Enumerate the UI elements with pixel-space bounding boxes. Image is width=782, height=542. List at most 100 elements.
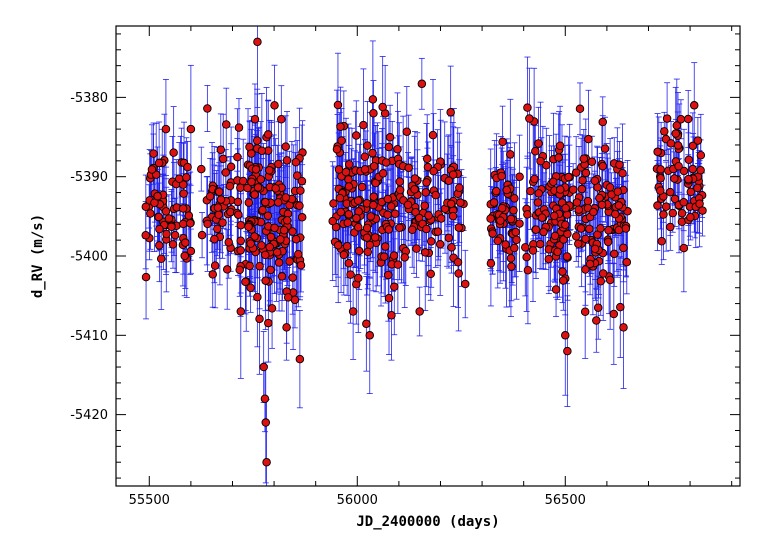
data-point bbox=[530, 174, 539, 184]
data-point bbox=[294, 249, 303, 259]
data-point bbox=[363, 141, 372, 150]
data-point bbox=[205, 192, 215, 201]
data-point bbox=[507, 262, 516, 271]
data-point bbox=[273, 198, 283, 207]
data-point bbox=[180, 251, 189, 261]
data-point bbox=[265, 242, 274, 252]
data-point bbox=[381, 242, 390, 251]
data-point bbox=[454, 269, 463, 278]
data-point bbox=[549, 177, 558, 187]
data-point bbox=[161, 207, 171, 216]
data-point bbox=[246, 283, 255, 293]
data-point bbox=[585, 259, 595, 269]
data-point bbox=[671, 129, 680, 138]
data-point bbox=[155, 224, 164, 234]
data-point bbox=[592, 316, 601, 325]
data-point bbox=[141, 272, 151, 282]
data-point bbox=[609, 309, 619, 319]
data-point bbox=[402, 127, 412, 136]
data-point bbox=[277, 115, 286, 124]
data-point bbox=[448, 211, 458, 221]
data-point bbox=[584, 134, 593, 144]
data-point bbox=[141, 230, 150, 240]
data-point bbox=[621, 224, 631, 233]
data-point bbox=[344, 182, 354, 191]
data-point bbox=[426, 237, 436, 246]
data-point bbox=[243, 183, 252, 193]
data-point bbox=[265, 166, 274, 175]
data-point bbox=[369, 161, 379, 171]
data-point bbox=[493, 236, 503, 246]
data-point bbox=[270, 223, 279, 233]
data-point bbox=[352, 131, 361, 140]
data-point bbox=[550, 231, 560, 241]
data-point bbox=[336, 122, 345, 131]
data-point bbox=[270, 101, 279, 110]
data-point bbox=[674, 162, 683, 171]
data-point bbox=[424, 211, 433, 220]
data-point bbox=[431, 190, 440, 200]
data-point bbox=[656, 165, 665, 174]
data-point bbox=[168, 240, 178, 249]
data-point bbox=[183, 162, 192, 172]
y-axis-label: d_RV (m/s) bbox=[30, 214, 46, 298]
data-point bbox=[387, 310, 396, 320]
data-point bbox=[329, 199, 338, 208]
data-point bbox=[244, 198, 254, 207]
data-point bbox=[164, 214, 174, 223]
data-point bbox=[389, 251, 399, 260]
data-point bbox=[214, 187, 224, 196]
data-point bbox=[236, 221, 246, 230]
data-point bbox=[251, 165, 261, 174]
data-point bbox=[272, 248, 282, 257]
data-point bbox=[550, 211, 559, 221]
y-tick-label: -5420 bbox=[70, 408, 108, 423]
data-point bbox=[410, 174, 420, 183]
data-point bbox=[605, 275, 615, 285]
data-point bbox=[558, 267, 567, 276]
data-point bbox=[333, 241, 343, 250]
data-point bbox=[257, 241, 266, 250]
data-point bbox=[522, 252, 531, 262]
data-point bbox=[677, 208, 687, 218]
data-point bbox=[348, 307, 358, 316]
data-point bbox=[676, 115, 686, 124]
data-point bbox=[561, 220, 570, 230]
data-point bbox=[544, 254, 554, 264]
data-point bbox=[339, 250, 349, 260]
data-point bbox=[360, 165, 370, 174]
data-point bbox=[670, 174, 679, 183]
data-point bbox=[614, 201, 624, 210]
data-point bbox=[616, 302, 625, 312]
data-point bbox=[147, 165, 157, 174]
data-point bbox=[271, 184, 280, 193]
data-point bbox=[261, 250, 270, 260]
data-point bbox=[274, 258, 284, 267]
data-point bbox=[346, 270, 355, 279]
data-point bbox=[583, 196, 593, 206]
data-point bbox=[412, 244, 421, 253]
data-point bbox=[282, 323, 291, 332]
data-point bbox=[537, 213, 547, 222]
data-point bbox=[378, 169, 388, 178]
data-point bbox=[342, 241, 352, 251]
data-point bbox=[486, 214, 495, 223]
data-point bbox=[521, 243, 530, 252]
data-point bbox=[686, 212, 695, 222]
data-point bbox=[511, 227, 520, 237]
data-point bbox=[390, 209, 400, 219]
axis-ticks bbox=[116, 26, 740, 486]
data-point bbox=[488, 229, 497, 238]
data-point bbox=[332, 145, 342, 154]
data-point bbox=[216, 145, 226, 154]
data-point bbox=[393, 260, 403, 269]
data-point bbox=[577, 184, 587, 194]
data-point bbox=[384, 270, 393, 280]
data-point bbox=[291, 158, 301, 167]
data-point bbox=[213, 224, 222, 234]
data-point bbox=[334, 165, 344, 174]
data-point bbox=[395, 185, 405, 195]
data-point bbox=[266, 265, 275, 275]
data-point bbox=[344, 175, 353, 184]
